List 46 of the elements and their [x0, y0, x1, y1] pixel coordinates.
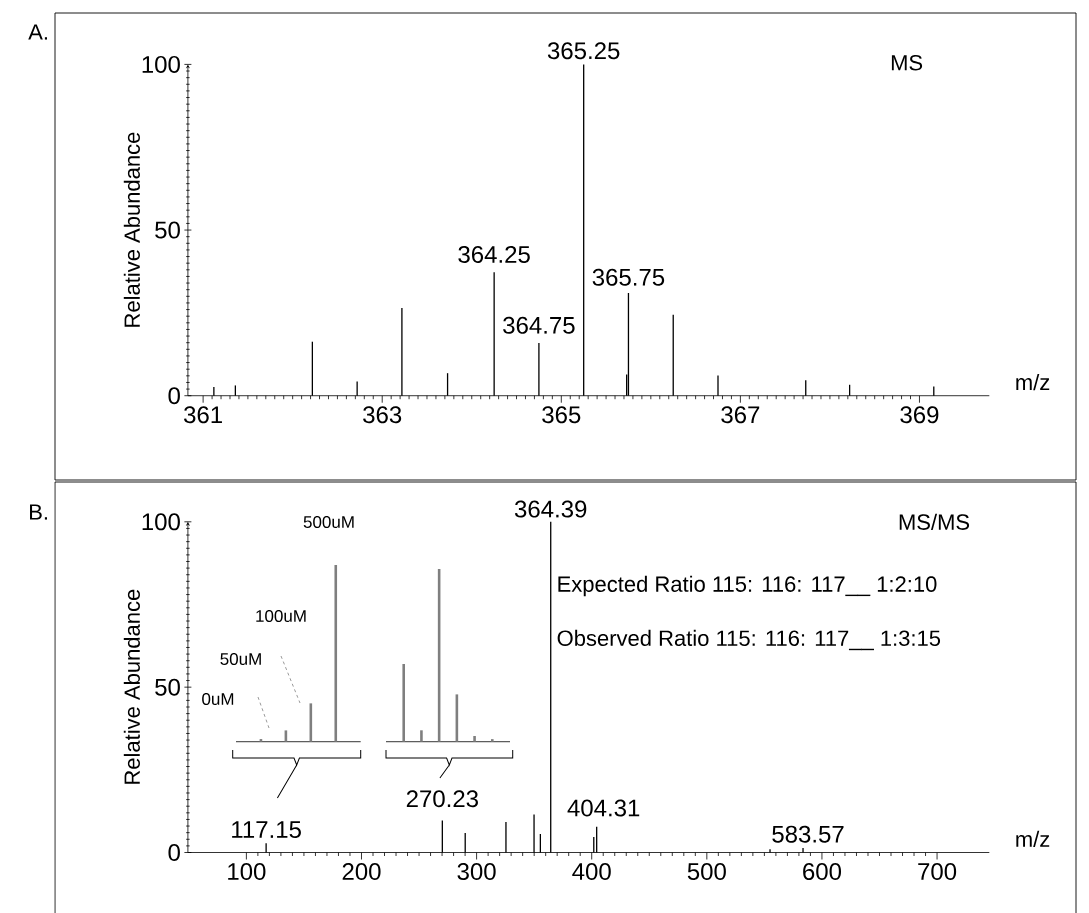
annotation: 0uM: [202, 692, 234, 706]
x-tick-label: 200: [342, 863, 381, 881]
annotation: 500uM: [303, 515, 354, 529]
bar: [420, 730, 423, 742]
x-tick-label: 400: [572, 863, 611, 881]
y-tick-label: 50: [155, 221, 180, 239]
annotation: Observed Ratio 115: 116: 117__ 1:3:15: [557, 629, 941, 651]
x-axis-title: m/z: [1016, 374, 1050, 391]
annotation: Expected Ratio 115: 116: 117__ 1:2:10: [558, 575, 937, 597]
annotation: 364.25: [458, 245, 530, 263]
chart-title: A.: [28, 24, 47, 40]
y-tick-label: 0: [168, 387, 180, 405]
x-tick-label: 365: [542, 406, 581, 424]
bar: [490, 739, 494, 742]
x-tick-label: 100: [228, 863, 266, 881]
y-axis-title: Relative Abundance: [123, 589, 140, 784]
y-tick-label: 50: [155, 678, 180, 696]
x-tick-label: 600: [803, 863, 842, 881]
x-tick-label: 700: [918, 863, 957, 881]
annotation: 100uM: [256, 609, 306, 623]
x-tick-label: 367: [721, 406, 760, 424]
x-tick-label: 369: [900, 406, 939, 424]
bar: [334, 565, 338, 742]
y-tick-label: 0: [168, 844, 180, 862]
x-tick-label: 361: [184, 406, 222, 424]
annotation: 404.31: [567, 799, 640, 817]
chart-title: B.: [30, 504, 47, 520]
annotation: 117.15: [232, 821, 301, 839]
annotation: MS/MS: [899, 513, 970, 530]
x-axis-title: m/z: [1016, 830, 1050, 847]
annotation: 50uM: [220, 652, 261, 666]
y-tick-label: 100: [142, 513, 180, 531]
annotation: 270.23: [406, 790, 478, 808]
x-tick-label: 500: [687, 863, 726, 881]
annotation: 364.75: [503, 316, 575, 334]
annotation: 583.57: [772, 825, 844, 843]
bar: [473, 736, 476, 742]
y-tick-label: 100: [142, 55, 180, 73]
annotation: MS: [891, 54, 923, 71]
annotation: 365.25: [547, 42, 620, 60]
y-axis-title: Relative Abundance: [123, 132, 140, 327]
x-tick-label: 363: [363, 406, 402, 424]
annotation: 365.75: [592, 268, 665, 286]
bar: [402, 664, 406, 742]
x-tick-label: 300: [457, 863, 496, 881]
annotation: 364.39: [514, 500, 587, 518]
